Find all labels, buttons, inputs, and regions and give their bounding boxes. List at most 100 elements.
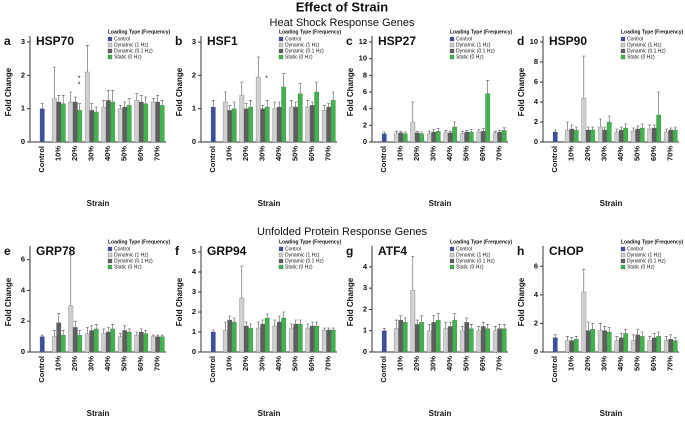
x-tick-label: 20% (70, 356, 79, 371)
bar (272, 108, 278, 143)
section-title: Unfolded Protein Response Genes (257, 226, 427, 238)
legend-label: Control (456, 36, 472, 42)
legend-swatch (107, 252, 113, 258)
error-bar (652, 333, 656, 338)
panel: c HSP27 Fold Change Strain 0 2 4 6 8 10 12 Loading … (346, 29, 512, 208)
legend-label: Dynamic (0.1 Hz) (114, 258, 153, 264)
legend-label: Static (0 Hz) (456, 54, 484, 60)
bar (623, 127, 629, 143)
y-tick-label: 0 (534, 347, 538, 356)
error-bar (444, 130, 448, 133)
legend-label: Dynamic (1 Hz) (285, 252, 320, 258)
y-tick-label: 2 (534, 318, 538, 327)
y-tick-label: 0 (192, 347, 196, 356)
legend-swatch (107, 48, 113, 54)
bar (248, 327, 254, 353)
error-bar (228, 315, 232, 320)
legend-label: Static (0 Hz) (285, 54, 313, 60)
error-bar (244, 103, 248, 109)
y-tick-label: 0 (363, 137, 367, 146)
x-tick-label: Control (208, 356, 217, 383)
bar (623, 333, 629, 353)
x-axis-label: Strain (258, 409, 281, 418)
bar (84, 333, 90, 353)
y-tick-label: 6 (363, 87, 367, 96)
bar (143, 103, 149, 143)
legend-label: Dynamic (1 Hz) (627, 42, 662, 48)
legend-swatch (278, 264, 284, 270)
bar (497, 328, 503, 353)
y-axis-label: Fold Change (517, 67, 526, 116)
panel: f GRP94 Fold Change Strain 0 1 2 3 4 5 Loading Typ… (175, 239, 341, 418)
bar (597, 126, 603, 143)
bar (227, 110, 233, 143)
x-axis-label: Strain (429, 199, 452, 208)
legend-label: Control (285, 246, 301, 252)
legend-label: Dynamic (0.1 Hz) (285, 258, 324, 264)
legend-label: Dynamic (1 Hz) (285, 42, 320, 48)
bar (435, 131, 441, 143)
legend-swatch (449, 252, 455, 258)
error-bar (111, 324, 115, 329)
bar (143, 333, 149, 353)
panel-title: HSP90 (549, 34, 587, 48)
bar (618, 337, 624, 353)
error-bar (598, 323, 602, 331)
x-tick-label: 70% (666, 356, 675, 371)
bar (56, 101, 62, 143)
error-bar (477, 326, 481, 331)
error-bar (52, 330, 56, 337)
bar (297, 93, 303, 143)
bar (138, 331, 144, 353)
panel: b HSF1 Fold Change Strain 0 1 2 3 Loading Type (… (175, 29, 341, 208)
x-tick-label: 30% (87, 356, 96, 371)
error-bar (139, 95, 143, 102)
bar (93, 328, 99, 353)
y-tick-label: 3 (21, 37, 25, 46)
x-axis-label: Strain (429, 409, 452, 418)
bar (647, 128, 653, 143)
bar (281, 317, 287, 353)
bar (326, 106, 332, 143)
legend-swatch (107, 54, 113, 60)
error-bar (657, 331, 661, 337)
bar (239, 297, 245, 353)
error-bar (160, 100, 164, 106)
error-bar (69, 91, 73, 102)
bar (305, 327, 311, 353)
error-bar (85, 327, 89, 334)
y-tick-label: 0 (534, 137, 538, 146)
bar (110, 328, 116, 353)
x-tick-label: 50% (291, 146, 300, 161)
y-tick-label: 4 (192, 267, 197, 276)
error-bar (565, 121, 569, 130)
error-bar (427, 324, 431, 331)
y-tick-label: 2 (363, 304, 367, 313)
error-bar (481, 321, 485, 327)
error-bar (315, 81, 319, 92)
y-tick-label: 4 (21, 285, 26, 294)
y-axis-label: Fold Change (175, 277, 184, 326)
error-bar (78, 330, 82, 336)
error-bar (40, 103, 44, 109)
x-axis-label: Strain (258, 199, 281, 208)
x-tick-label: 70% (324, 356, 333, 371)
panel: e GRP78 Fold Change Strain 0 2 4 6 Loading Type … (4, 239, 170, 418)
x-tick-label: 40% (616, 356, 625, 371)
error-bar (249, 323, 253, 328)
x-tick-label: 60% (307, 356, 316, 371)
error-bar (52, 66, 56, 99)
bar (656, 114, 662, 143)
x-tick-label: 70% (495, 356, 504, 371)
error-bar (102, 100, 106, 107)
bar (321, 329, 327, 353)
legend-swatch (449, 36, 455, 42)
panel-title: HSP27 (378, 34, 416, 48)
error-bar (249, 100, 253, 107)
error-bar (306, 100, 310, 107)
y-tick-label: 4 (534, 290, 539, 299)
panel-label: f (175, 244, 180, 258)
bar (606, 121, 612, 143)
bar (431, 322, 437, 353)
legend-swatch (449, 264, 455, 270)
